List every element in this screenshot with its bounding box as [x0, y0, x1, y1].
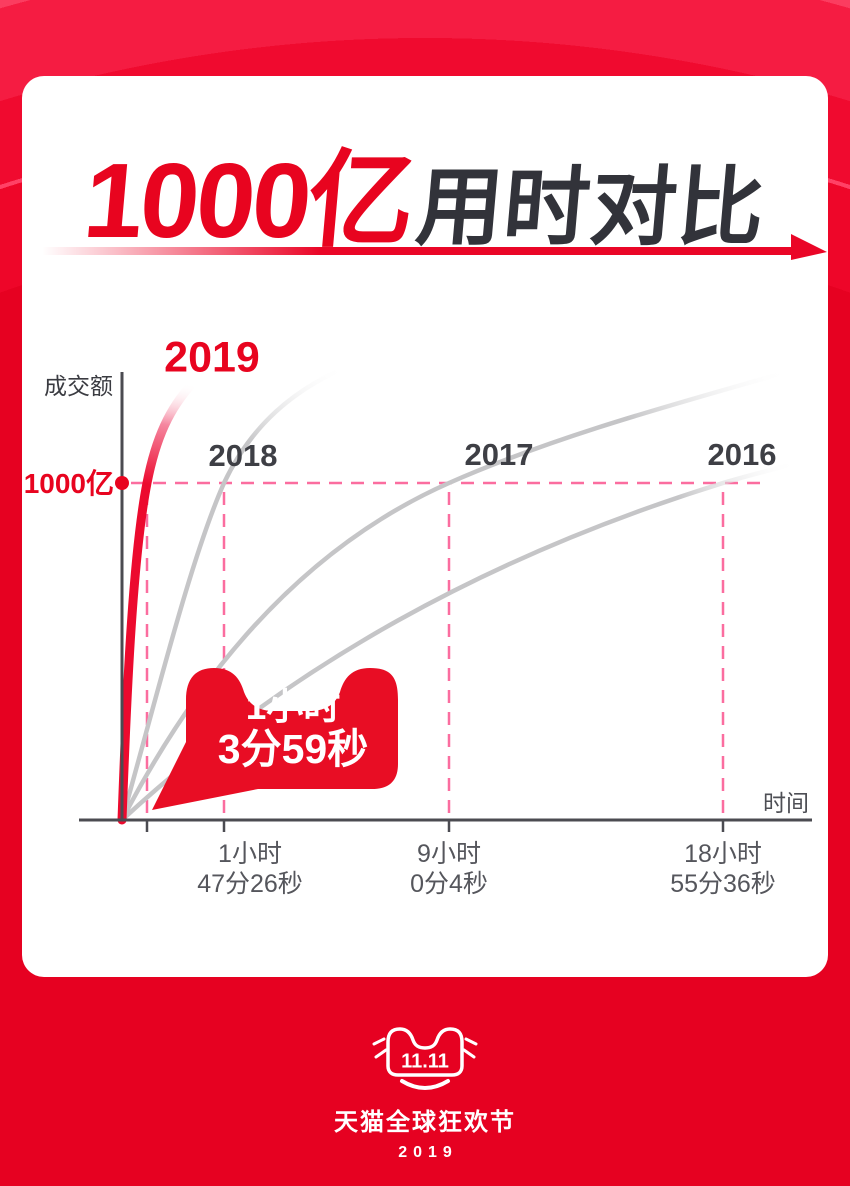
- brand-name: 天猫全球狂欢节: [334, 1109, 516, 1136]
- y-axis-label: 成交额: [44, 373, 113, 399]
- tick-line2: 55分36秒: [670, 869, 776, 898]
- year-label-2019: 2019: [164, 333, 260, 382]
- x-tick-label-2016: 18小时 55分36秒: [670, 840, 776, 899]
- tick-line1: 9小时: [417, 840, 481, 868]
- tick-line2: 47分26秒: [197, 869, 303, 898]
- year-label-2016: 2016: [707, 437, 777, 472]
- logo-1111-number: 11.11: [401, 1050, 449, 1073]
- tick-line1: 18小时: [684, 840, 762, 868]
- year-label-2017: 2017: [464, 437, 534, 472]
- callout-badge-text: 1小时 3分59秒: [217, 685, 369, 772]
- x-tick-label-2017: 9小时 0分4秒: [410, 840, 488, 899]
- tick-line2: 0分4秒: [410, 869, 488, 898]
- badge-time-minutes: 3分59秒: [217, 725, 369, 772]
- page-title: 1000亿 用时对比: [0, 142, 850, 260]
- x-tick-label-2018: 1小时 47分26秒: [197, 840, 303, 899]
- x-axis-label: 时间: [763, 790, 809, 816]
- footer-brand: 11.11 天猫全球狂欢节 2019: [0, 1018, 850, 1162]
- logo-head-wrap: 11.11: [0, 1018, 850, 1096]
- brand-year: 2019: [398, 1144, 458, 1161]
- threshold-label: 1000亿: [23, 468, 114, 500]
- badge-time-hours: 1小时: [245, 685, 341, 727]
- title-rest: 用时对比: [412, 160, 769, 256]
- year-label-2018: 2018: [208, 438, 278, 473]
- tick-line1: 1小时: [218, 840, 282, 868]
- title-highlight: 1000亿: [79, 142, 417, 260]
